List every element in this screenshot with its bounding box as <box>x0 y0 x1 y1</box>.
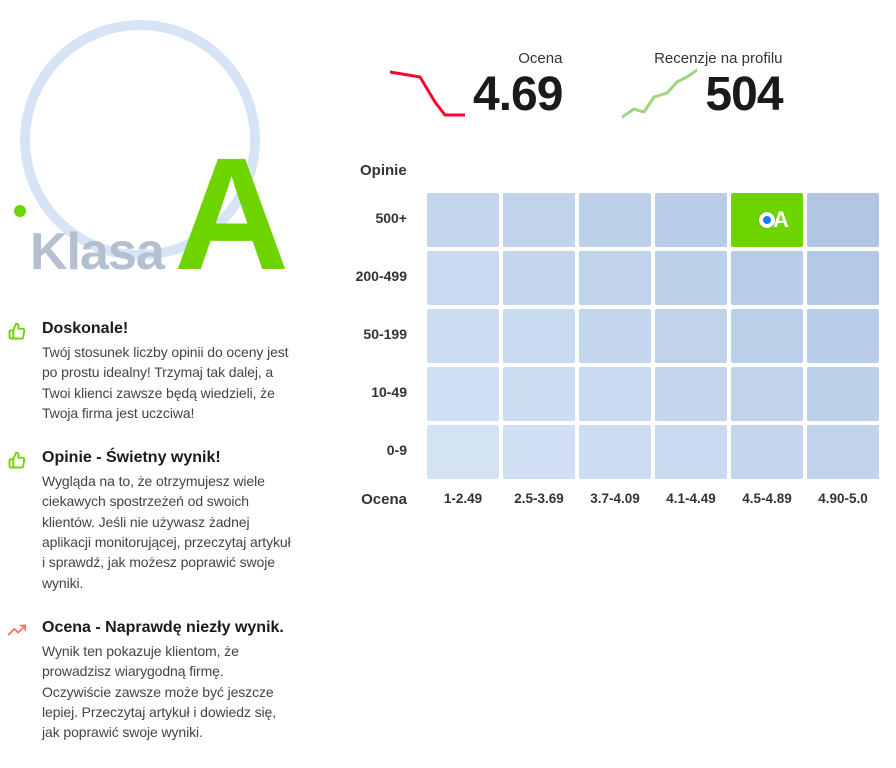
heatmap-cell <box>579 425 651 479</box>
heatmap-col-label: 4.90-5.0 <box>805 491 881 508</box>
heatmap-cell <box>731 251 803 305</box>
heatmap-cell <box>807 425 879 479</box>
heatmap: Opinie 500+ A 200-49950-19910-490-9 Ocena1… <box>330 162 896 508</box>
grade-dot <box>14 205 26 217</box>
metric-rating-label: Ocena <box>390 50 562 67</box>
heatmap-row-label: 200-499 <box>330 249 425 303</box>
heatmap-row-label: 50-199 <box>330 307 425 361</box>
heatmap-x-axis-label: Ocena <box>330 491 425 508</box>
heatmap-col-label: 2.5-3.69 <box>501 491 577 508</box>
heatmap-cell <box>807 309 879 363</box>
heatmap-cell <box>579 251 651 305</box>
reviews-sparkline-icon <box>622 67 697 122</box>
heatmap-row-label: 0-9 <box>330 423 425 477</box>
heatmap-cell <box>655 367 727 421</box>
insight-title: Doskonale! <box>42 320 292 338</box>
heatmap-cell <box>579 193 651 247</box>
insight-text: Wynik ten pokazuje klientom, że prowadzi… <box>42 641 292 742</box>
heatmap-cell <box>579 309 651 363</box>
heatmap-cell <box>427 251 499 305</box>
heatmap-row-label: 10-49 <box>330 365 425 419</box>
insight-text: Wygląda na to, że otrzymujesz wiele ciek… <box>42 471 292 593</box>
metric-reviews: Recenzje na profilu 504 <box>622 50 782 122</box>
heatmap-cell <box>503 309 575 363</box>
heatmap-cell <box>655 425 727 479</box>
heatmap-cell <box>427 309 499 363</box>
heatmap-col-label: 3.7-4.09 <box>577 491 653 508</box>
heatmap-cell <box>655 193 727 247</box>
heatmap-cell <box>503 425 575 479</box>
heatmap-cell <box>503 367 575 421</box>
rating-sparkline-icon <box>390 67 465 122</box>
heatmap-cell <box>807 193 879 247</box>
heatmap-cell <box>807 251 879 305</box>
heatmap-cell <box>807 367 879 421</box>
heatmap-col-label: 1-2.49 <box>425 491 501 508</box>
heatmap-cell: A <box>731 193 803 247</box>
metric-rating-value: 4.69 <box>473 67 562 122</box>
heatmap-cell <box>731 425 803 479</box>
insight-item: Ocena - Naprawdę niezły wynik. Wynik ten … <box>8 619 292 742</box>
heatmap-cell <box>655 251 727 305</box>
heatmap-cell <box>503 193 575 247</box>
metric-reviews-label: Recenzje na profilu <box>622 50 782 67</box>
heatmap-cell <box>655 309 727 363</box>
metric-rating: Ocena 4.69 <box>390 50 562 122</box>
heatmap-col-label: 4.5-4.89 <box>729 491 805 508</box>
heatmap-cell <box>731 309 803 363</box>
grade-badge: Klasa A <box>0 20 270 290</box>
insight-item: Doskonale! Twój stosunek liczby opinii do… <box>8 320 292 423</box>
heatmap-y-axis-label: Opinie <box>360 162 896 179</box>
insight-title: Ocena - Naprawdę niezły wynik. <box>42 619 292 637</box>
grade-label: Klasa <box>30 222 164 282</box>
metric-reviews-value: 504 <box>705 67 782 122</box>
trend-up-icon <box>8 621 28 742</box>
heatmap-cell <box>579 367 651 421</box>
heatmap-marker-label: A <box>773 207 789 233</box>
heatmap-row-label: 500+ <box>330 191 425 245</box>
insight-text: Twój stosunek liczby opinii do oceny jes… <box>42 342 292 423</box>
thumbs-up-icon <box>8 451 28 593</box>
grade-letter: A <box>174 150 290 278</box>
heatmap-cell <box>427 367 499 421</box>
thumbs-up-icon <box>8 322 28 423</box>
heatmap-cell <box>427 193 499 247</box>
insight-title: Opinie - Świetny wynik! <box>42 449 292 467</box>
insight-item: Opinie - Świetny wynik! Wygląda na to, że… <box>8 449 292 593</box>
heatmap-col-label: 4.1-4.49 <box>653 491 729 508</box>
heatmap-cell <box>503 251 575 305</box>
heatmap-cell <box>731 367 803 421</box>
heatmap-cell <box>427 425 499 479</box>
